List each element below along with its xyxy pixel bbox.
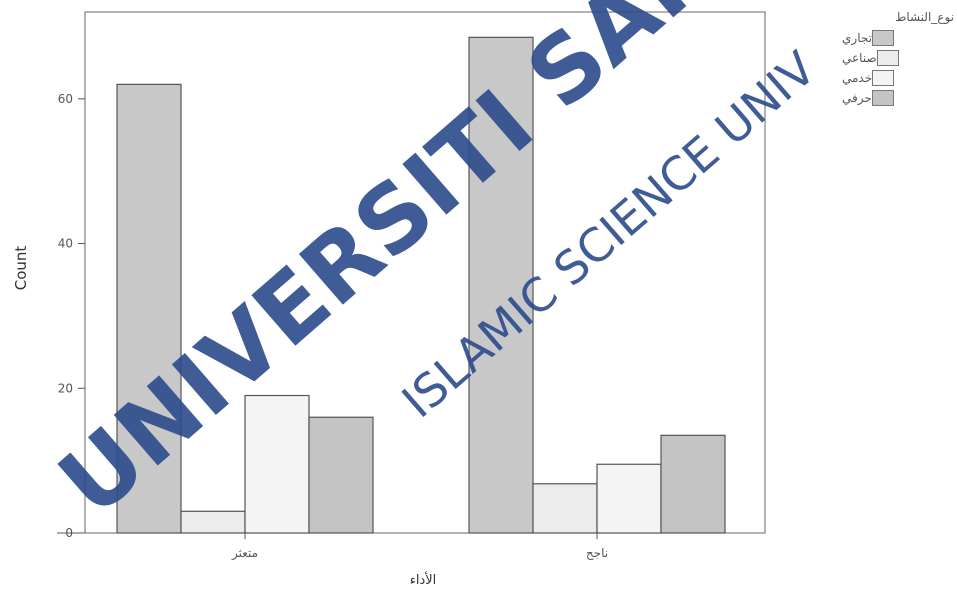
bar-4-2 <box>661 435 725 533</box>
legend-swatch <box>872 30 894 46</box>
y-tick-label: 40 <box>58 237 73 251</box>
y-tick-label: 20 <box>58 381 73 395</box>
x-tick-label: ناجح <box>586 546 608 560</box>
x-axis: متعثر ناجح <box>57 533 608 561</box>
x-axis-label: الأداء <box>410 571 437 588</box>
bar-3-2 <box>597 464 661 533</box>
legend-swatch <box>877 50 899 66</box>
bar-1-2 <box>469 37 533 533</box>
legend-item: صناعي <box>836 48 954 68</box>
legend-label: صناعي <box>842 51 877 65</box>
legend-swatch <box>872 90 894 106</box>
legend-label: خدمي <box>842 71 872 85</box>
bar-2-2 <box>533 484 597 533</box>
bar-2-1 <box>181 511 245 533</box>
legend-item: خدمي <box>836 68 954 88</box>
legend-item: حرفي <box>836 88 954 108</box>
legend-swatch <box>872 70 894 86</box>
bar-3-1 <box>245 396 309 533</box>
bar-1-1 <box>117 84 181 533</box>
legend-label: حرفي <box>842 91 872 105</box>
y-axis-label: Count <box>12 246 30 291</box>
x-tick-label: متعثر <box>231 546 258 561</box>
legend-title: نوع_النشاط <box>836 10 954 24</box>
bar-4-1 <box>309 417 373 533</box>
legend-item: تجاري <box>836 28 954 48</box>
legend: نوع_النشاط تجاري صناعي خدمي حرفي <box>836 10 954 108</box>
y-tick-label: 60 <box>58 92 73 106</box>
legend-label: تجاري <box>842 31 872 45</box>
